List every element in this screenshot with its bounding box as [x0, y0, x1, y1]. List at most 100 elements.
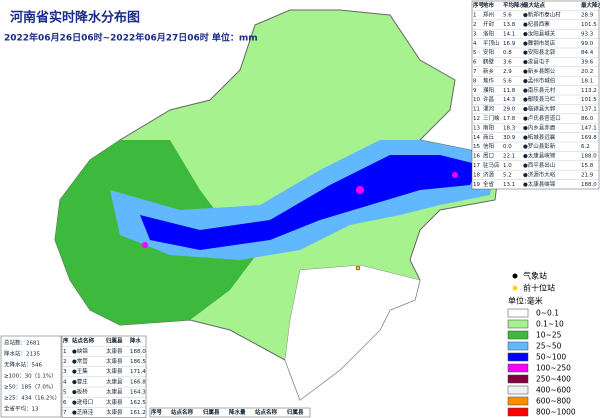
- rain-peak: [452, 172, 458, 178]
- table-cell: 11: [473, 107, 480, 113]
- table-cell: ●太康县峡锦: [523, 180, 556, 188]
- legend-label: 250~400: [536, 375, 571, 384]
- table-cell: 19: [473, 182, 480, 188]
- table-cell: ●浚县屯子: [523, 58, 550, 66]
- province-map: [54, 9, 501, 401]
- table-cell: 5: [63, 390, 67, 396]
- table-cell: 21.9: [581, 172, 594, 178]
- legend-label: 10~25: [536, 331, 562, 340]
- legend-label: 400~600: [536, 386, 571, 395]
- table-cell: 济源: [483, 170, 495, 178]
- table-cell: 29.0: [503, 107, 516, 113]
- table-cell: 3: [473, 31, 477, 37]
- table-cell: 147.1: [581, 125, 597, 131]
- table-cell: 8: [473, 78, 477, 84]
- table-cell: 2: [473, 22, 477, 28]
- station-label: 气象站: [523, 271, 547, 281]
- table-cell: ●卢氏县官道口: [523, 114, 561, 122]
- table-cell: 归属县: [106, 337, 123, 345]
- map-title: 河南省实时降水分布图: [10, 10, 140, 26]
- table-cell: ●西平县出山: [523, 161, 555, 169]
- legend-swatch: [507, 385, 529, 395]
- table-cell: ●济源市大峪: [523, 170, 556, 178]
- table-cell: 郑州: [483, 11, 494, 19]
- table-cell: 4: [63, 379, 67, 385]
- table-cell: 2.9: [503, 69, 512, 75]
- table-cell: 降水量: [229, 408, 246, 416]
- table-cell: 6.2: [581, 144, 590, 150]
- table-cell: 站点名称: [171, 408, 194, 416]
- table-cell: ●新郑市泰山村: [523, 11, 561, 19]
- table-cell: 166.8: [130, 379, 146, 385]
- legend-label: 25~50: [536, 342, 562, 351]
- table-cell: ●南乐县元村: [523, 86, 556, 94]
- table-cell: 站点名称: [255, 408, 278, 416]
- table-cell: ●孟州市城伯: [523, 76, 555, 84]
- table-cell: 开封: [483, 20, 495, 28]
- table-cell: 6: [473, 60, 477, 66]
- table-cell: 6: [63, 400, 67, 406]
- map-subtitle: 2022年06月26日06时~2022年06月27日06时 单位：mm: [4, 32, 258, 44]
- table-cell: 焦作: [483, 76, 495, 84]
- stat-line: 降水站：2135: [4, 350, 40, 358]
- stat-line: 无降水站：546: [4, 361, 42, 369]
- table-cell: 17.8: [503, 116, 516, 122]
- table-cell: 101.5: [581, 97, 597, 103]
- table-cell: 1: [473, 13, 477, 19]
- table-cell: 99.0: [581, 41, 594, 47]
- table-cell: 1: [63, 349, 67, 355]
- table-cell: ●新乡县朗公: [523, 67, 556, 75]
- table-cell: 93.3: [581, 31, 594, 37]
- table-cell: 15: [473, 144, 480, 150]
- table-cell: 12: [473, 116, 480, 122]
- table-cell: 15.8: [581, 163, 594, 169]
- table-cell: 1.0: [503, 163, 512, 169]
- table-cell: ●柘城县远襄: [523, 133, 556, 141]
- rain-band-blue: [140, 155, 480, 250]
- table-cell: ●逊母口: [72, 398, 93, 406]
- table-cell: 161.2: [130, 410, 146, 416]
- legend-swatch: [507, 352, 529, 362]
- top-table: 序站点名称 归属县 降水1 ●峡锦 太康县 188.02 ●常营 太康县 186.53 ●王集 太康…: [61, 335, 147, 418]
- table-cell: 最大站点: [523, 1, 546, 9]
- table-cell: 序: [62, 337, 69, 345]
- table-cell: 序号: [150, 408, 163, 416]
- station-symbol: [512, 285, 518, 291]
- top-station: [355, 265, 361, 271]
- table-cell: 归属县: [287, 408, 304, 416]
- table-cell: 0.0: [503, 144, 512, 150]
- table-cell: 101.5: [581, 22, 597, 28]
- bottom-table: 序号 站点名称 归属县 降水量 站点名称 归属县: [149, 407, 311, 418]
- table-cell: 162.5: [130, 400, 146, 406]
- dry-south-east: [284, 264, 421, 401]
- rain-peak: [356, 186, 364, 194]
- table-cell: 许昌: [483, 95, 494, 103]
- table-cell: 漯河: [483, 105, 495, 113]
- table-cell: 171.4: [130, 369, 146, 375]
- legend-label: 800~1000: [536, 408, 576, 417]
- table-cell: 30.9: [503, 135, 516, 141]
- legend-swatch: [507, 396, 529, 406]
- table-cell: 太康县: [106, 408, 123, 416]
- table-cell: 驻马店: [483, 161, 500, 169]
- table-cell: 0.8: [503, 50, 512, 56]
- table-cell: 18.1: [581, 78, 593, 84]
- table-bg: [149, 407, 311, 418]
- table-cell: 鹤壁: [483, 58, 495, 66]
- stat-line: 总站数：2681: [4, 339, 40, 347]
- legend-swatch: [507, 407, 529, 417]
- table-cell: 安阳: [483, 48, 494, 56]
- table-cell: ●王集: [72, 367, 88, 375]
- station-label: 前十位站: [523, 283, 555, 293]
- table-cell: 全省: [483, 180, 495, 188]
- table-cell: 最大降水: [581, 1, 600, 9]
- table-cell: 113.2: [581, 88, 597, 94]
- table-cell: 14: [473, 135, 480, 141]
- table-cell: 南阳: [483, 123, 494, 131]
- table-cell: 降水: [130, 337, 142, 345]
- table-cell: 14.1: [503, 31, 515, 37]
- table-cell: ●内乡县赤眉: [523, 123, 555, 131]
- table-cell: 站点名称: [72, 337, 95, 345]
- rain-peak: [142, 242, 148, 248]
- table-cell: 186.5: [130, 359, 146, 365]
